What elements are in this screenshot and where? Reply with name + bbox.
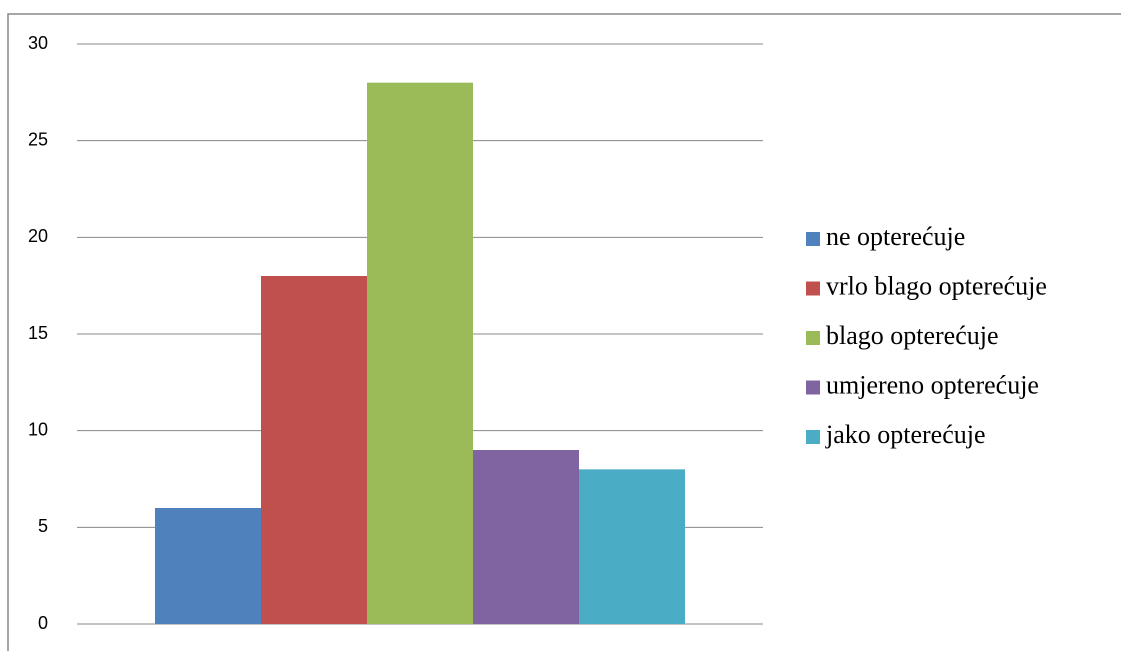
legend-swatch (806, 331, 820, 345)
legend-swatch (806, 380, 820, 395)
legend-label: jako opterećuje (825, 420, 986, 449)
y-tick-label: 10 (28, 419, 48, 439)
legend-label: blago opterećuje (826, 321, 999, 350)
y-tick-label: 25 (28, 129, 48, 149)
legend-swatch (806, 430, 820, 444)
bar (367, 82, 473, 624)
bar (261, 276, 367, 624)
y-tick-label: 0 (38, 613, 48, 633)
legend-label: ne opterećuje (826, 222, 965, 251)
y-tick-label: 20 (28, 226, 48, 246)
bar (579, 469, 685, 624)
legend-label: umjereno opterećuje (826, 370, 1039, 399)
chart-frame (7, 13, 1121, 651)
bar (155, 508, 261, 624)
y-tick-label: 30 (28, 33, 48, 53)
bar (473, 450, 579, 624)
y-tick-label: 15 (28, 323, 48, 343)
legend-label: vrlo blago opterećuje (826, 271, 1047, 300)
y-tick-label: 5 (38, 516, 48, 536)
legend-swatch (806, 232, 820, 246)
legend-swatch (806, 281, 820, 296)
